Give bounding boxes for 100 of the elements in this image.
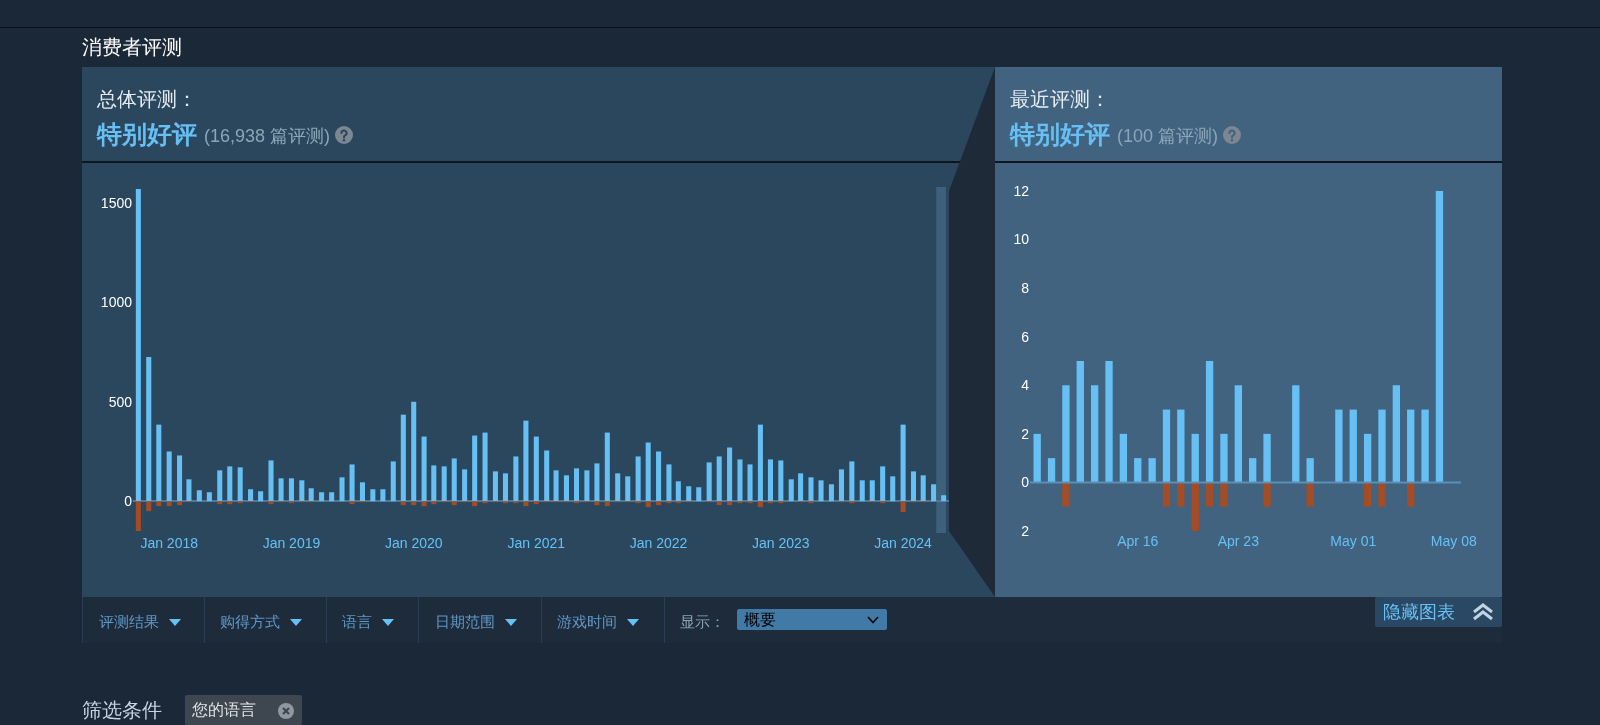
- bar: [604, 501, 610, 507]
- bar: [1090, 385, 1099, 483]
- bar: [502, 473, 509, 502]
- bar: [656, 451, 662, 502]
- bar: [370, 489, 376, 502]
- bar: [1076, 361, 1084, 483]
- bar: [798, 473, 804, 502]
- bar: [788, 479, 794, 502]
- bar: [227, 501, 233, 505]
- bar: [248, 489, 254, 502]
- bar: [278, 478, 284, 502]
- bar: [604, 432, 610, 502]
- chart-subtitle: 特别好评: [1010, 119, 1110, 150]
- y-tick-label: 12: [1013, 182, 1030, 199]
- x-tick-label: May 08: [1430, 533, 1477, 549]
- bar: [1134, 458, 1142, 483]
- bar: [1306, 458, 1314, 483]
- bar: [635, 456, 641, 502]
- bar: [1105, 361, 1113, 483]
- x-tick-label: Jan 2022: [629, 535, 688, 551]
- bar: [818, 480, 824, 502]
- bar: [299, 480, 305, 502]
- bar: [206, 492, 212, 502]
- bar: [349, 464, 355, 502]
- bar: [573, 468, 580, 502]
- y-tick-label: 4: [1021, 377, 1030, 394]
- bar: [1205, 361, 1214, 483]
- y-tick-label: 0: [1021, 474, 1030, 491]
- chart-title: 总体评测：: [97, 87, 197, 112]
- bar: [900, 424, 906, 502]
- bar: [1148, 458, 1156, 483]
- bar: [931, 484, 937, 502]
- bar: [421, 436, 427, 502]
- bar: [533, 436, 539, 502]
- bar: [1363, 433, 1372, 483]
- bar: [380, 489, 386, 502]
- bar: [686, 486, 692, 502]
- bar: [472, 501, 478, 507]
- bar: [217, 501, 223, 505]
- bar: [910, 471, 917, 502]
- bar: [186, 479, 192, 502]
- bar: [258, 491, 264, 502]
- bar: [227, 466, 233, 502]
- bar: [808, 477, 814, 502]
- y-tick-label: 8: [1021, 280, 1030, 297]
- bar: [747, 464, 753, 502]
- bar: [472, 435, 478, 502]
- bar: [523, 501, 529, 507]
- bar: [1191, 482, 1199, 531]
- bar: [1047, 458, 1056, 483]
- bar: [584, 470, 590, 502]
- bar: [359, 482, 365, 502]
- bar: [492, 471, 498, 502]
- bar: [869, 480, 875, 502]
- bar: [716, 456, 722, 502]
- bar: [1062, 385, 1070, 483]
- bar: [135, 188, 141, 502]
- x-tick-label: Jan 2020: [384, 535, 443, 551]
- y-tick-label: 1500: [100, 194, 133, 211]
- x-tick-label: Jan 2018: [140, 535, 199, 551]
- bar: [441, 466, 447, 502]
- text: 日期范围: [435, 612, 495, 632]
- bar: [900, 501, 906, 513]
- chart-subtitle: 特别好评: [97, 119, 197, 150]
- bar: [268, 501, 274, 505]
- bar: [890, 476, 896, 502]
- y-tick-label: 6: [1021, 328, 1030, 345]
- bar: [1263, 433, 1271, 483]
- bar: [920, 475, 926, 502]
- bar: [533, 501, 539, 505]
- y-tick-label: 10: [1013, 231, 1030, 248]
- bar: [1205, 482, 1214, 507]
- bar: [666, 464, 672, 502]
- bar: [1378, 482, 1386, 507]
- bar: [1292, 385, 1300, 483]
- bar: [177, 455, 183, 502]
- bar: [421, 501, 427, 507]
- bar: [656, 501, 662, 506]
- x-tick-label: Jan 2024: [874, 535, 933, 551]
- bar: [1407, 482, 1415, 507]
- bar: [1378, 409, 1386, 483]
- bar: [859, 480, 865, 502]
- bar: [1220, 433, 1228, 483]
- bar: [237, 467, 243, 502]
- bar: [1421, 409, 1429, 483]
- bar: [706, 462, 712, 502]
- x-tick-label: Jan 2021: [507, 535, 566, 551]
- bar: [625, 476, 631, 502]
- bar: [727, 501, 733, 506]
- x-tick-label: Jan 2019: [262, 535, 321, 551]
- bar: [828, 484, 834, 502]
- bar: [1392, 385, 1401, 483]
- bar: [349, 501, 355, 505]
- bar: [1177, 409, 1185, 483]
- bar: [482, 432, 488, 502]
- bar: [308, 488, 314, 502]
- bar: [1162, 409, 1171, 483]
- bar: [1407, 409, 1415, 483]
- x-tick-label: Apr 16: [1117, 533, 1159, 549]
- bar: [615, 473, 621, 502]
